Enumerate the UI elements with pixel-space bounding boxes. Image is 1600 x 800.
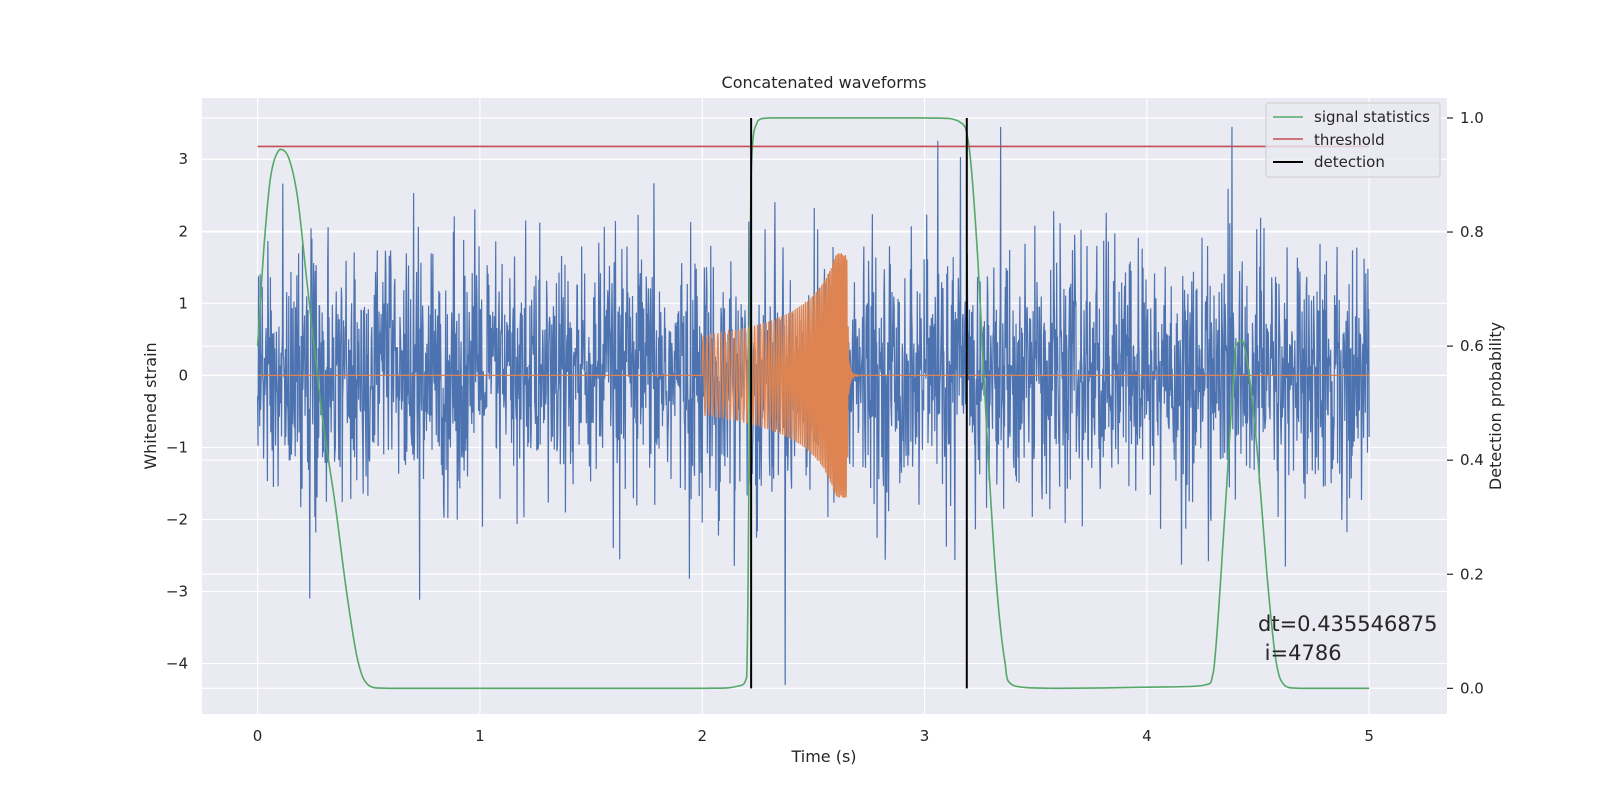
annotation-dt: dt=0.435546875 (1258, 612, 1437, 636)
x-tick-label: 0 (253, 727, 263, 745)
y2-tick-label: 0.0 (1460, 679, 1484, 697)
y2-tick-label: 0.8 (1460, 223, 1484, 241)
legend-box (1265, 102, 1441, 178)
legend: signal statistics threshold detection (1265, 102, 1441, 178)
x-tick-label: 1 (475, 727, 485, 745)
x-tick-label: 3 (920, 727, 930, 745)
x-axis-label: Time (s) (790, 747, 856, 766)
annotation-i: i=4786 (1258, 641, 1342, 665)
y2-ticks: 0.0 0.2 0.4 0.6 0.8 1.0 (1447, 109, 1484, 697)
y-tick-label: −4 (166, 655, 188, 673)
signal-statistics-line (256, 117, 1370, 690)
y2-tick-label: 0.4 (1460, 451, 1484, 469)
y-tick-label: 1 (178, 294, 188, 312)
y-tick-label: 3 (178, 150, 188, 168)
y-tick-label: 0 (178, 366, 188, 384)
legend-label-signal-statistics: signal statistics (1314, 108, 1430, 126)
signal-statistics-layer (256, 117, 1370, 690)
y-tick-label: −3 (166, 583, 188, 601)
detection-layer (750, 117, 968, 689)
chart-title: Concatenated waveforms (722, 73, 927, 92)
chirp-line (257, 253, 1370, 498)
legend-label-detection: detection (1314, 153, 1385, 171)
x-tick-label: 2 (697, 727, 707, 745)
chirp-series (257, 253, 1370, 498)
x-ticks: 0 1 2 3 4 5 (253, 727, 1374, 745)
y2-tick-label: 1.0 (1460, 109, 1484, 127)
x-tick-label: 4 (1142, 727, 1152, 745)
y2-tick-label: 0.6 (1460, 337, 1484, 355)
y2-axis-label: Detection probability (1486, 322, 1505, 490)
y-tick-label: −2 (166, 510, 188, 528)
y-axis-label: Whitened strain (141, 342, 160, 469)
y-tick-label: −1 (166, 438, 188, 456)
legend-label-threshold: threshold (1314, 131, 1385, 149)
y-tick-label: 2 (178, 222, 188, 240)
y2-tick-label: 0.2 (1460, 565, 1484, 583)
x-tick-label: 5 (1364, 727, 1374, 745)
y-ticks: −4 −3 −2 −1 0 1 2 3 (166, 150, 188, 672)
